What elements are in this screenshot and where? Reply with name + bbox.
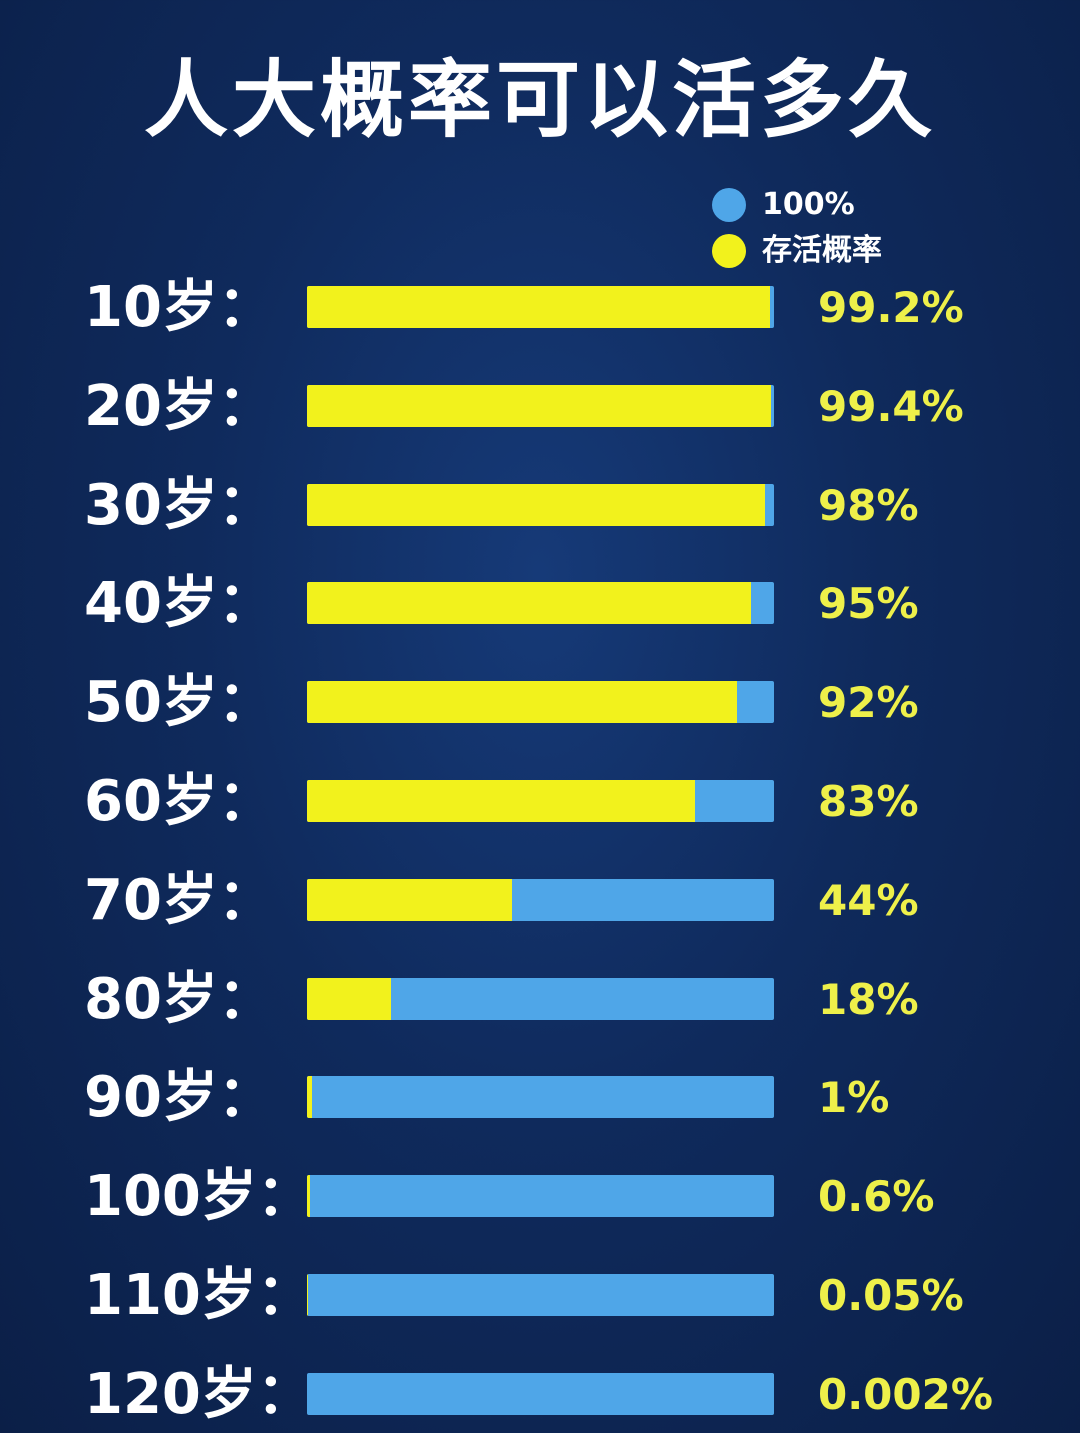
percent-label: 92% <box>818 678 919 728</box>
percent-label: 44% <box>818 875 919 925</box>
bar-survival <box>307 1076 312 1119</box>
percent-label: 0.6% <box>818 1172 935 1222</box>
chart-row: 120岁： 0.002% <box>0 1350 1080 1433</box>
bar-full <box>307 582 774 625</box>
age-label: 120岁： <box>84 1361 313 1427</box>
age-label: 10岁： <box>84 275 274 340</box>
chart-title: 人大概率可以活多久 <box>143 51 936 149</box>
bar-full <box>307 1372 774 1415</box>
percent-label: 98% <box>818 480 919 530</box>
chart-row: 80岁： 18% <box>0 955 1080 1045</box>
bar-full <box>307 681 774 724</box>
bar-full <box>307 1076 774 1119</box>
bar-full <box>307 1175 774 1218</box>
bar-survival <box>307 1175 310 1218</box>
legend-item-full: 100% <box>712 182 882 228</box>
bar-full <box>307 286 774 328</box>
chart-row: 110岁： 0.05% <box>0 1251 1080 1341</box>
age-label: 30岁： <box>84 472 274 538</box>
legend-dot-blue <box>712 188 746 222</box>
bar-survival <box>307 878 513 921</box>
percent-label: 0.05% <box>818 1271 964 1320</box>
bar-survival <box>307 582 751 625</box>
legend: 100% 存活概率 <box>712 182 882 274</box>
legend-dot-yellow <box>712 234 746 268</box>
legend-label-full: 100% <box>762 187 855 222</box>
bar-survival <box>307 286 771 328</box>
age-label: 40岁： <box>84 571 274 637</box>
bar-survival <box>307 681 737 724</box>
percent-label: 83% <box>818 777 919 826</box>
bar-full <box>307 977 774 1020</box>
bar-survival <box>307 384 772 427</box>
age-label: 90岁： <box>84 1065 274 1131</box>
chart-row: 10岁： 99.2% <box>0 263 1080 353</box>
age-label: 70岁： <box>84 867 274 933</box>
age-label: 50岁： <box>84 670 274 736</box>
chart-row: 30岁： 98% <box>0 461 1080 551</box>
bar-survival <box>307 977 392 1020</box>
age-label: 80岁： <box>84 966 274 1032</box>
bar-full <box>307 878 774 921</box>
age-label: 100岁： <box>84 1164 313 1230</box>
bar-full <box>307 384 774 427</box>
chart-row: 90岁： 1% <box>0 1053 1080 1143</box>
chart-row: 20岁： 99.4% <box>0 362 1080 452</box>
bar-full <box>307 483 774 526</box>
bar-full <box>307 780 774 822</box>
age-label: 60岁： <box>84 769 274 834</box>
legend-item-survival: 存活概率 <box>712 228 882 274</box>
legend-label-survival: 存活概率 <box>762 233 882 268</box>
age-label: 20岁： <box>84 373 274 439</box>
percent-label: 99.4% <box>818 381 964 431</box>
bar-full <box>307 1274 774 1316</box>
percent-label: 1% <box>818 1073 890 1123</box>
percent-label: 18% <box>818 974 919 1024</box>
age-label: 110岁： <box>84 1263 313 1328</box>
chart-row: 40岁： 95% <box>0 559 1080 649</box>
chart-row: 70岁： 44% <box>0 856 1080 946</box>
percent-label: 95% <box>818 579 919 629</box>
chart-row: 50岁： 92% <box>0 658 1080 748</box>
chart-row: 60岁： 83% <box>0 757 1080 847</box>
chart-row: 100岁： 0.6% <box>0 1152 1080 1242</box>
bar-survival <box>307 780 695 822</box>
percent-label: 0.002% <box>818 1369 993 1419</box>
percent-label: 99.2% <box>818 283 964 332</box>
bar-survival <box>307 483 765 526</box>
